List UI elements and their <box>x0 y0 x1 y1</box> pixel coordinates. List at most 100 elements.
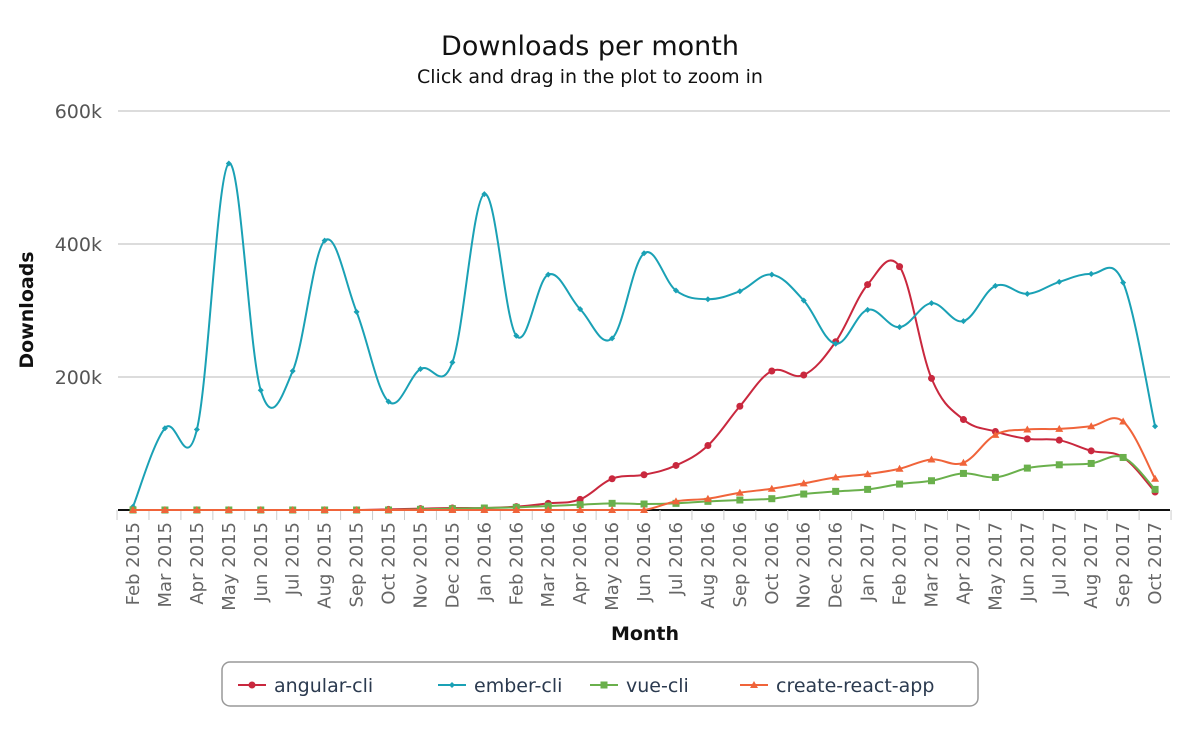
x-axis-label: Month <box>611 623 679 645</box>
data-point <box>896 480 904 488</box>
data-point <box>1055 436 1063 444</box>
data-point <box>1023 425 1032 433</box>
data-point <box>736 402 744 410</box>
legend-item-create-react-app[interactable]: create-react-app <box>740 675 934 697</box>
x-tick-label: Mar 2016 <box>538 522 559 608</box>
legend-label: angular-cli <box>274 675 373 697</box>
x-tick-label: Sep 2016 <box>730 522 751 607</box>
x-tick-label: May 2016 <box>602 522 623 611</box>
x-tick-label: Aug 2015 <box>315 522 336 609</box>
legend-square-icon <box>600 681 608 689</box>
data-point <box>384 506 393 513</box>
x-tick-label: Aug 2017 <box>1081 522 1102 609</box>
y-axis-label: Downloads <box>16 251 38 368</box>
data-point <box>512 506 521 513</box>
data-point <box>352 506 361 513</box>
data-point <box>321 237 328 244</box>
data-point <box>289 368 296 375</box>
data-point <box>480 506 489 513</box>
data-point <box>1119 453 1127 461</box>
data-point <box>416 506 425 513</box>
data-point <box>703 494 712 502</box>
data-point <box>736 288 743 295</box>
data-point <box>1055 424 1064 432</box>
data-point <box>959 458 968 466</box>
legend-diamond-icon <box>449 682 455 688</box>
data-point <box>608 506 617 513</box>
data-point <box>800 297 807 304</box>
series-line <box>133 417 1156 511</box>
data-point <box>1119 417 1128 425</box>
data-point <box>1087 459 1095 467</box>
data-point <box>863 470 872 478</box>
y-tick-label: 400k <box>55 234 102 256</box>
x-tick-label: Jun 2016 <box>634 522 655 603</box>
x-tick-label: Apr 2015 <box>187 522 208 605</box>
legend-item-ember-cli[interactable]: ember-cli <box>438 675 562 697</box>
x-tick-label: Jan 2017 <box>858 522 879 602</box>
x-tick-label: May 2017 <box>985 522 1006 611</box>
data-point <box>927 455 936 463</box>
legend-item-vue-cli[interactable]: vue-cli <box>590 675 689 697</box>
x-tick-label: Mar 2015 <box>155 522 176 608</box>
data-point <box>577 306 584 313</box>
data-point <box>161 425 168 432</box>
data-point <box>1120 279 1127 286</box>
data-point <box>928 374 935 382</box>
data-point <box>959 469 967 477</box>
data-point <box>641 250 648 257</box>
data-point <box>800 490 808 498</box>
data-point <box>576 501 584 509</box>
data-point <box>160 506 169 513</box>
x-tick-label: Jul 2015 <box>283 522 304 596</box>
data-point <box>768 495 776 503</box>
data-point <box>832 487 840 495</box>
x-tick-label: Feb 2015 <box>123 522 144 605</box>
data-point <box>481 191 488 198</box>
data-point <box>608 499 616 507</box>
legend-circle-icon <box>248 681 256 689</box>
data-point <box>640 471 648 479</box>
data-point <box>928 477 935 485</box>
data-point <box>864 306 871 313</box>
data-point <box>768 367 776 375</box>
y-tick-label: 200k <box>55 367 102 389</box>
data-point <box>545 271 552 278</box>
y-tick-label: 600k <box>55 101 102 123</box>
data-point <box>895 464 904 472</box>
series-ember-cli <box>130 160 1159 510</box>
x-tick-label: May 2015 <box>219 522 240 611</box>
data-point <box>1151 474 1160 482</box>
legend-item-angular-cli[interactable]: angular-cli <box>238 675 373 697</box>
x-tick-label: Jan 2016 <box>474 522 495 602</box>
x-tick-label: Dec 2016 <box>826 522 847 608</box>
data-point <box>831 473 840 481</box>
x-tick-label: Dec 2015 <box>442 522 463 608</box>
x-tick-label: Oct 2015 <box>379 522 400 605</box>
data-point <box>800 371 808 379</box>
x-tick-label: Nov 2016 <box>794 522 815 609</box>
data-point <box>608 475 616 483</box>
data-point <box>576 506 585 513</box>
data-point <box>672 461 680 469</box>
data-point <box>224 506 233 513</box>
data-point <box>704 296 711 303</box>
x-tick-label: Jun 2015 <box>251 522 272 603</box>
data-point <box>736 496 744 504</box>
data-point <box>1087 422 1096 430</box>
data-point <box>959 416 967 424</box>
data-point <box>896 324 903 331</box>
data-point <box>1087 447 1095 455</box>
data-point <box>192 506 201 513</box>
data-point <box>767 484 776 492</box>
data-point <box>671 497 680 505</box>
data-point <box>864 485 872 493</box>
data-point <box>353 308 360 315</box>
data-point <box>960 318 967 325</box>
data-point <box>672 287 679 294</box>
x-tick-label: Feb 2017 <box>890 522 911 605</box>
series-line <box>132 162 1157 508</box>
data-point <box>544 506 553 513</box>
legend-triangle-icon <box>750 681 758 688</box>
